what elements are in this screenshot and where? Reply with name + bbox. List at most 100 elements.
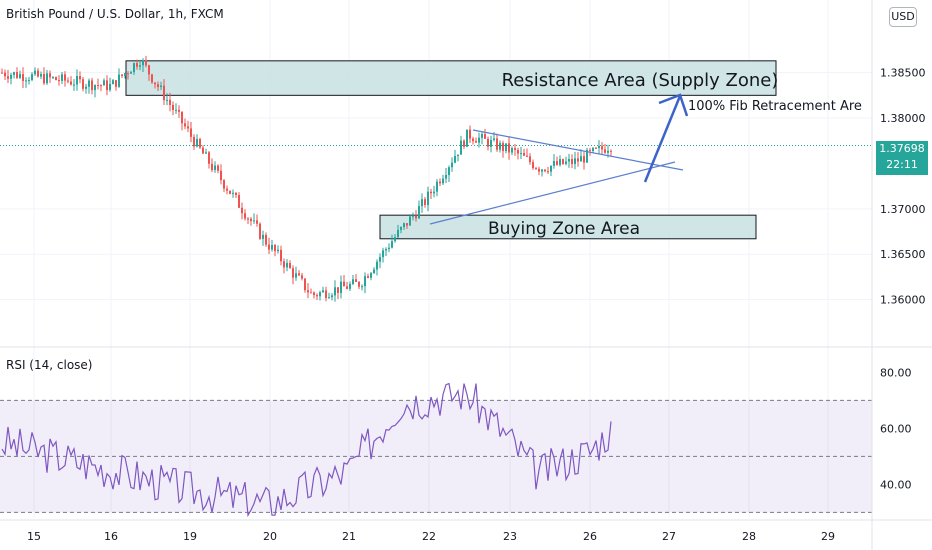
candle-body	[157, 84, 159, 88]
candle-body	[259, 223, 261, 239]
candle-body	[412, 215, 414, 217]
candle-body	[343, 281, 345, 287]
candle-body	[484, 134, 486, 139]
candle-body	[580, 156, 582, 162]
candle-body	[424, 199, 426, 205]
breakout-arrow-shaft	[643, 95, 682, 183]
symbol-title[interactable]: British Pound / U.S. Dollar, 1h, FXCM	[6, 7, 224, 21]
candle-body	[19, 74, 21, 78]
candle-body	[346, 286, 348, 289]
candle-body	[187, 126, 189, 129]
candle-body	[427, 191, 429, 205]
candle-body	[175, 109, 177, 111]
candle-body	[373, 269, 375, 274]
candle-body	[37, 70, 39, 77]
candle-body	[1, 72, 3, 74]
candle-body	[493, 138, 495, 140]
candle-body	[151, 74, 153, 83]
candle-body	[82, 79, 84, 89]
candle-body	[241, 207, 243, 214]
candle-body	[481, 134, 483, 138]
rsi-tick-label: 80.00	[880, 366, 912, 379]
zones-layer	[125, 60, 777, 240]
candle-body	[436, 181, 438, 192]
candle-body	[22, 74, 24, 81]
buying-zone-label: Buying Zone Area	[488, 219, 640, 239]
candle-body	[256, 220, 258, 224]
candle-body	[307, 290, 309, 293]
candle-body	[448, 167, 450, 176]
last-price-value: 1.37698	[879, 142, 925, 155]
candle-body	[73, 84, 75, 86]
candle-body	[595, 147, 597, 149]
candle-body	[46, 73, 48, 84]
candle-body	[568, 159, 570, 162]
candle-body	[217, 165, 219, 171]
candle-body	[232, 192, 234, 194]
candle-body	[286, 262, 288, 268]
candle-body	[172, 104, 174, 111]
candle-body	[253, 220, 255, 222]
price-tick-label: 1.38500	[880, 67, 926, 80]
time-tick-label: 23	[503, 530, 517, 543]
candle-body	[370, 273, 372, 278]
candle-body	[562, 159, 564, 165]
triangle-upper-line	[472, 129, 684, 171]
triangle-lower-line	[429, 161, 676, 225]
candle-body	[67, 80, 69, 82]
price-tick-label: 1.38000	[880, 112, 926, 125]
candle-body	[472, 138, 474, 142]
candle-body	[589, 149, 591, 151]
last-price-badge: 1.37698 22:11	[876, 141, 928, 175]
candle-body	[403, 223, 405, 228]
candle-body	[358, 281, 360, 287]
candle-body	[91, 80, 93, 91]
candle-body	[205, 152, 207, 154]
candle-body	[385, 249, 387, 251]
candle-body	[544, 169, 546, 172]
candle-body	[316, 295, 318, 297]
candle-body	[592, 147, 594, 151]
candle-body	[280, 249, 282, 262]
candle-body	[328, 297, 330, 299]
candle-body	[79, 76, 81, 80]
candle-body	[214, 165, 216, 170]
candle-body	[496, 138, 498, 150]
candle-body	[502, 142, 504, 152]
time-tick-label: 27	[662, 530, 676, 543]
candle-body	[136, 63, 138, 67]
candle-body	[271, 245, 273, 250]
candle-body	[418, 206, 420, 219]
candle-body	[442, 178, 444, 184]
candle-body	[193, 136, 195, 147]
zone-box-0	[125, 60, 777, 96]
candle-body	[58, 80, 60, 82]
candle-body	[325, 290, 327, 298]
candle-body	[304, 278, 306, 291]
candle-body	[334, 287, 336, 296]
candle-body	[160, 85, 162, 88]
currency-badge[interactable]: USD	[889, 7, 917, 27]
time-tick-label: 29	[821, 530, 835, 543]
candle-body	[556, 161, 558, 165]
candle-body	[583, 156, 585, 163]
candle-body	[586, 149, 588, 163]
candle-body	[460, 140, 462, 155]
candle-body	[55, 77, 57, 81]
rsi-title[interactable]: RSI (14, close)	[6, 358, 93, 372]
candle-body	[376, 261, 378, 270]
candle-body	[319, 292, 321, 297]
candle-body	[97, 84, 99, 86]
candle-body	[166, 99, 168, 101]
candle-body	[154, 82, 156, 85]
candle-body	[43, 74, 45, 84]
candle-body	[463, 140, 465, 147]
candle-body	[475, 141, 477, 143]
candle-body	[451, 162, 453, 168]
rsi-line-layer	[1, 382, 612, 518]
candle-body	[532, 162, 534, 169]
candle-body	[574, 158, 576, 164]
candle-body	[364, 276, 366, 287]
